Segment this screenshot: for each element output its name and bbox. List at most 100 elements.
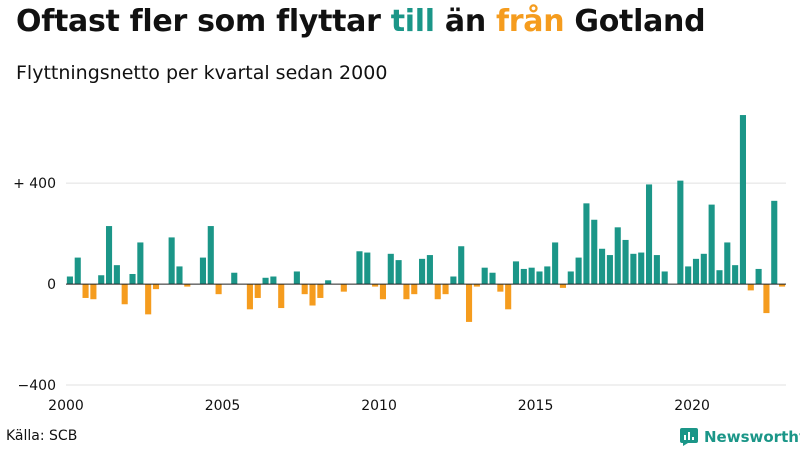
bar (387, 253, 394, 285)
bar (317, 284, 324, 298)
x-tick-label: 2005 (205, 398, 241, 414)
bar (685, 266, 692, 285)
brand-logo: Newsworthy (680, 426, 800, 448)
bar (614, 227, 621, 285)
bar (536, 271, 543, 285)
bar (270, 276, 277, 285)
bar (309, 284, 316, 306)
bar (755, 268, 762, 285)
bar (763, 284, 770, 314)
bar (379, 284, 386, 300)
bar (403, 284, 410, 300)
bar (231, 272, 238, 285)
bar (528, 267, 535, 285)
bar (215, 284, 222, 295)
bar (129, 273, 136, 285)
bar (207, 226, 214, 285)
bar (661, 271, 668, 285)
bar (450, 276, 457, 285)
bar (700, 253, 707, 285)
title-part1: Oftast fler som flyttar (16, 4, 391, 39)
title-part3: Gotland (564, 4, 706, 39)
bar (82, 284, 89, 298)
bar (645, 184, 653, 285)
brand-name: Newsworthy (704, 428, 800, 446)
title-part2: än (434, 4, 497, 39)
bar (66, 276, 73, 285)
bar (278, 284, 285, 309)
chart-title: Oftast fler som flyttar till än från Got… (16, 4, 706, 39)
bar (708, 204, 715, 285)
bar (520, 268, 527, 285)
y-tick-label: −400 (18, 378, 56, 394)
y-tick-label: + 400 (13, 176, 56, 192)
bar (411, 284, 418, 295)
bar (262, 277, 269, 285)
bar (559, 284, 566, 288)
bar (325, 280, 332, 285)
bar (599, 248, 606, 285)
x-tick-label: 2010 (361, 398, 397, 414)
title-fran-word: från (496, 4, 565, 39)
bar (473, 284, 480, 287)
bar (544, 266, 551, 285)
bar (747, 284, 754, 291)
bar (301, 284, 308, 295)
bar (779, 284, 786, 287)
bar (121, 284, 128, 305)
bar (575, 257, 582, 285)
chart-subtitle: Flyttningsnetto per kvartal sedan 2000 (16, 62, 388, 84)
bar (465, 284, 473, 322)
bar (293, 271, 300, 285)
bar (653, 255, 660, 285)
bar (199, 257, 206, 285)
bar (481, 267, 488, 285)
bar (356, 251, 363, 285)
bar (505, 284, 512, 310)
bar (489, 272, 496, 285)
x-tick-label: 2000 (48, 398, 84, 414)
bar (254, 284, 261, 298)
bar (426, 255, 433, 285)
bar (716, 270, 723, 285)
bar (372, 284, 379, 287)
bar (591, 219, 598, 285)
bar (583, 203, 590, 285)
bar (98, 275, 105, 285)
x-tick-label: 2015 (518, 398, 554, 414)
bar (497, 284, 504, 292)
bar (739, 115, 746, 285)
bar (567, 271, 574, 285)
bar (168, 237, 175, 285)
y-tick-label: 0 (47, 277, 56, 293)
bar (638, 252, 645, 285)
source-note: Källa: SCB (6, 428, 78, 444)
bar (606, 255, 613, 285)
bar (145, 284, 152, 315)
bar (692, 258, 700, 285)
bar (364, 252, 371, 285)
bar (137, 242, 144, 285)
bar (113, 265, 120, 285)
bar (246, 284, 253, 310)
bar (622, 239, 629, 285)
bar (630, 253, 637, 285)
bar (512, 261, 520, 285)
bar (184, 284, 191, 287)
title-till-word: till (390, 4, 435, 39)
bar (724, 242, 731, 285)
bar (74, 257, 81, 285)
bar (176, 266, 183, 285)
bar (434, 284, 441, 300)
x-tick-label: 2020 (674, 398, 710, 414)
bar (458, 246, 465, 285)
bar-chart-logo-icon (680, 428, 698, 446)
bar (105, 226, 113, 285)
bar (732, 265, 739, 285)
bar (771, 200, 778, 285)
bar (677, 180, 684, 285)
bar (152, 284, 160, 290)
bar (442, 284, 449, 295)
bar (340, 284, 347, 292)
